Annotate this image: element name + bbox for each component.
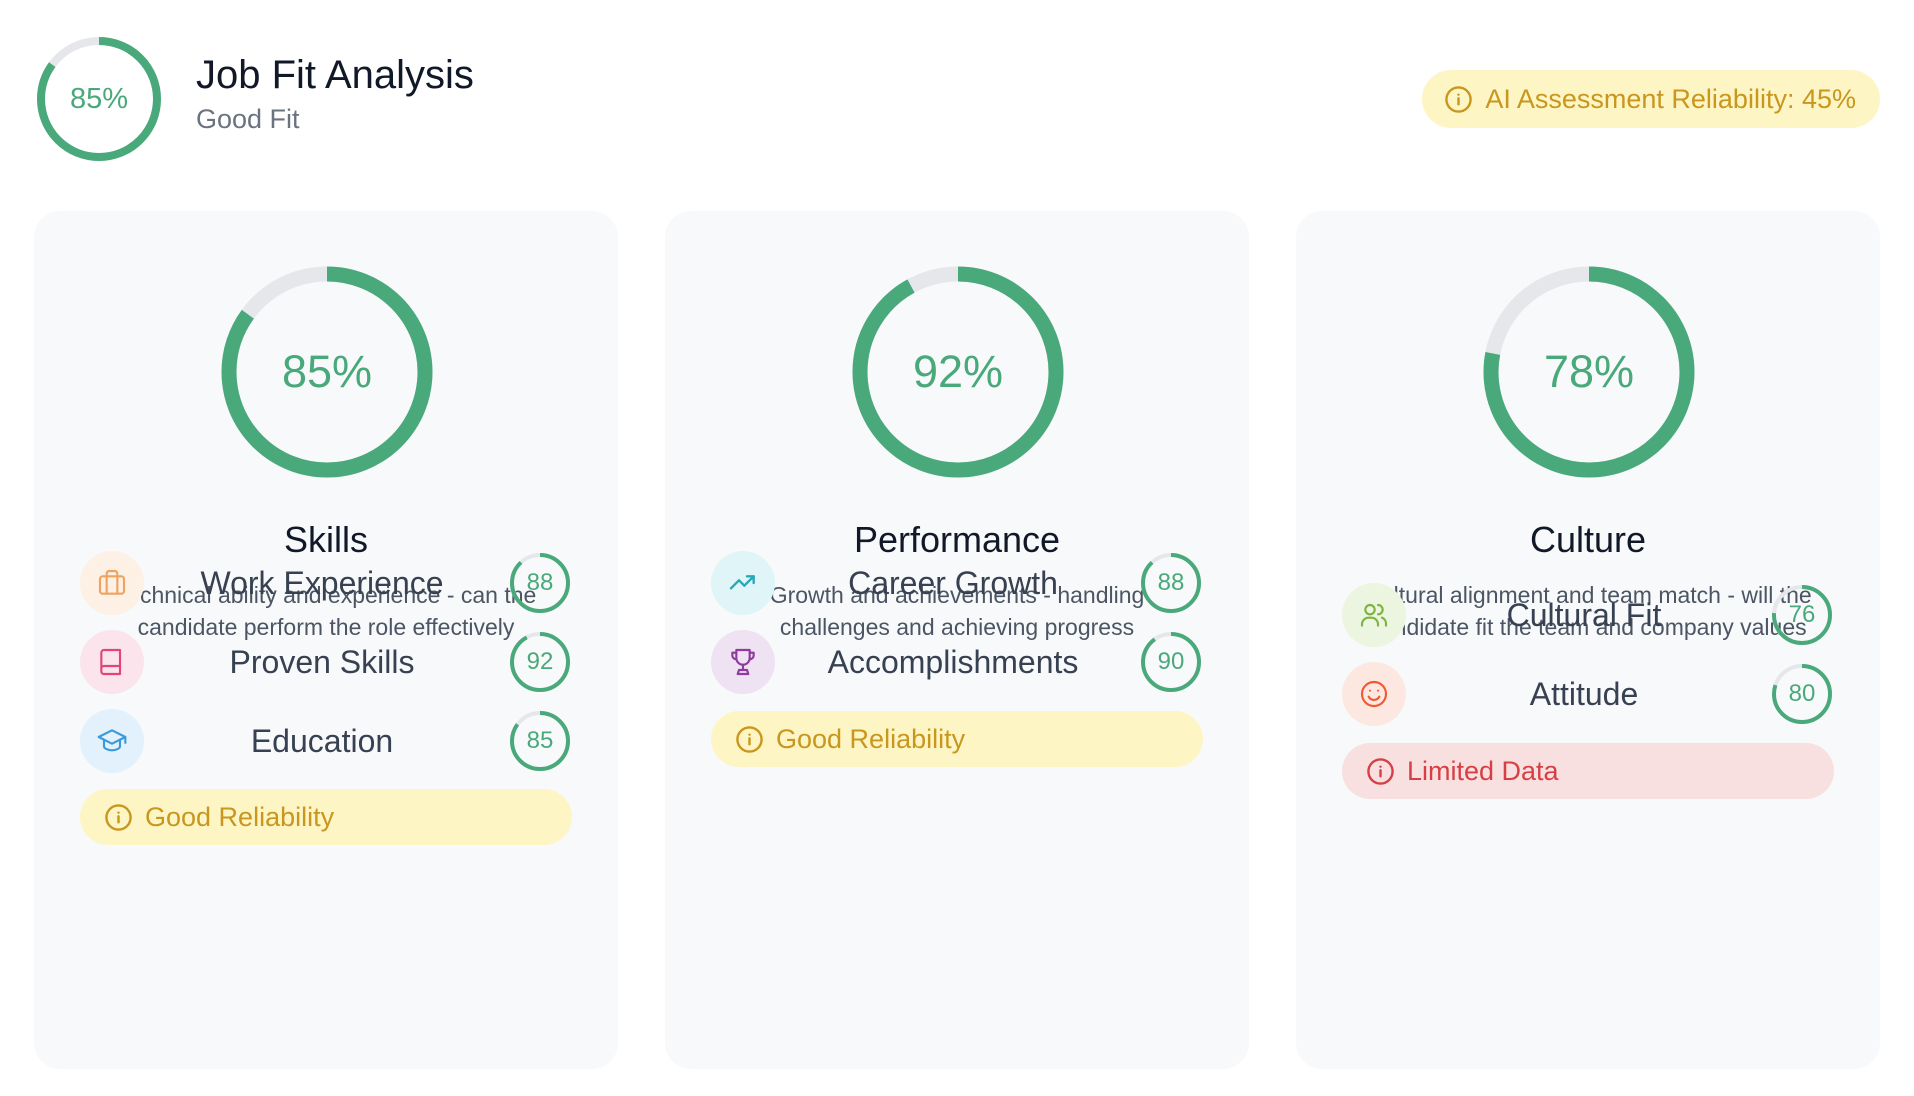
metric-score-ring: 85 (508, 709, 572, 773)
info-icon (105, 803, 132, 831)
metric-label: Attitude (1529, 675, 1639, 712)
reliability-text: Good Reliability (145, 801, 335, 832)
book-icon (80, 630, 144, 694)
skills-score-ring: 85% (216, 261, 438, 483)
users-icon (1342, 583, 1406, 647)
metric-score-value: 88 (526, 569, 554, 596)
overall-score-ring-graphic (37, 37, 161, 161)
metric-row-proven-skills: Proven Skills 92 (80, 629, 572, 695)
skills-title: Skills (283, 519, 368, 560)
reliability-text: Limited Data (1407, 755, 1559, 786)
info-icon (736, 725, 763, 753)
trending-up-icon (711, 551, 775, 615)
metric-score-ring: 80 (1770, 662, 1834, 726)
skills-score-value: 85% (281, 346, 373, 397)
title-block: Job Fit Analysis Good Fit (196, 52, 474, 135)
metric-score-ring: 88 (1139, 551, 1203, 615)
smile-icon (1342, 662, 1406, 726)
performance-card: 92% Performance Growth and achievements … (665, 211, 1249, 1069)
metric-label: Education (250, 722, 394, 759)
culture-card: 78% Culture Cultural alignment and team … (1296, 211, 1880, 1069)
performance-score-ring: 92% (847, 261, 1069, 483)
metric-row-education: Education 85 (80, 708, 572, 774)
trophy-icon (711, 630, 775, 694)
skills-ring-graphic (221, 266, 433, 478)
metric-score-value: 90 (1157, 648, 1185, 675)
ai-reliability-badge: AI Assessment Reliability: 45% (1422, 70, 1880, 128)
metric-score-ring: 88 (508, 551, 572, 615)
performance-score-value: 92% (912, 346, 1004, 397)
metric-label: Cultural Fit (1506, 596, 1662, 633)
performance-reliability-badge: Good Reliability (711, 711, 1203, 767)
metric-row-work-experience: Work Experience 88 (80, 550, 572, 616)
culture-title: Culture (1529, 519, 1647, 560)
metric-score-value: 76 (1788, 601, 1816, 628)
metric-label: Accomplishments (827, 643, 1079, 680)
metric-score-ring: 92 (508, 630, 572, 694)
ai-reliability-text: AI Assessment Reliability: 45% (1485, 83, 1856, 114)
metric-label: Proven Skills (229, 643, 415, 680)
metric-label: Career Growth (848, 564, 1058, 601)
metric-row-accomplishments: Accomplishments 90 (711, 629, 1203, 695)
reliability-text: Good Reliability (776, 723, 966, 754)
culture-description: Cultural alignment and team match - will… (1364, 582, 1812, 640)
metric-score-value: 92 (526, 648, 554, 675)
culture-score-ring: 78% (1478, 261, 1700, 483)
metric-row-cultural-fit: Cultural Fit 76 (1342, 582, 1834, 648)
fit-status: Good Fit (196, 104, 300, 134)
info-icon (1367, 757, 1394, 785)
metric-row-career-growth: Career Growth 88 (711, 550, 1203, 616)
overall-score-value: 85% (69, 82, 129, 115)
metric-score-value: 85 (526, 727, 554, 754)
culture-reliability-badge: Limited Data (1342, 743, 1834, 799)
header: 85% Job Fit Analysis Good Fit AI Assessm… (34, 34, 1880, 164)
skills-description: Technical ability and experience - can t… (115, 582, 537, 640)
performance-title: Performance (853, 519, 1061, 560)
metric-score-value: 88 (1157, 569, 1185, 596)
skills-card: 85% Skills Technical ability and experie… (34, 211, 618, 1069)
overall-score-ring: 85% (34, 34, 164, 164)
page-title: Job Fit Analysis (196, 53, 474, 97)
graduation-cap-icon (80, 709, 144, 773)
metric-score-ring: 76 (1770, 583, 1834, 647)
metric-row-attitude: Attitude 80 (1342, 661, 1834, 727)
skills-reliability-badge: Good Reliability (80, 789, 572, 845)
performance-description: Growth and achievements - handling chall… (769, 582, 1145, 640)
performance-ring-graphic (852, 266, 1064, 478)
metric-score-ring: 90 (1139, 630, 1203, 694)
info-icon (1445, 85, 1473, 113)
briefcase-icon (80, 551, 144, 615)
culture-ring-graphic (1483, 266, 1695, 478)
metric-label: Work Experience (200, 564, 444, 601)
metric-score-value: 80 (1788, 680, 1816, 707)
culture-score-value: 78% (1543, 346, 1635, 397)
